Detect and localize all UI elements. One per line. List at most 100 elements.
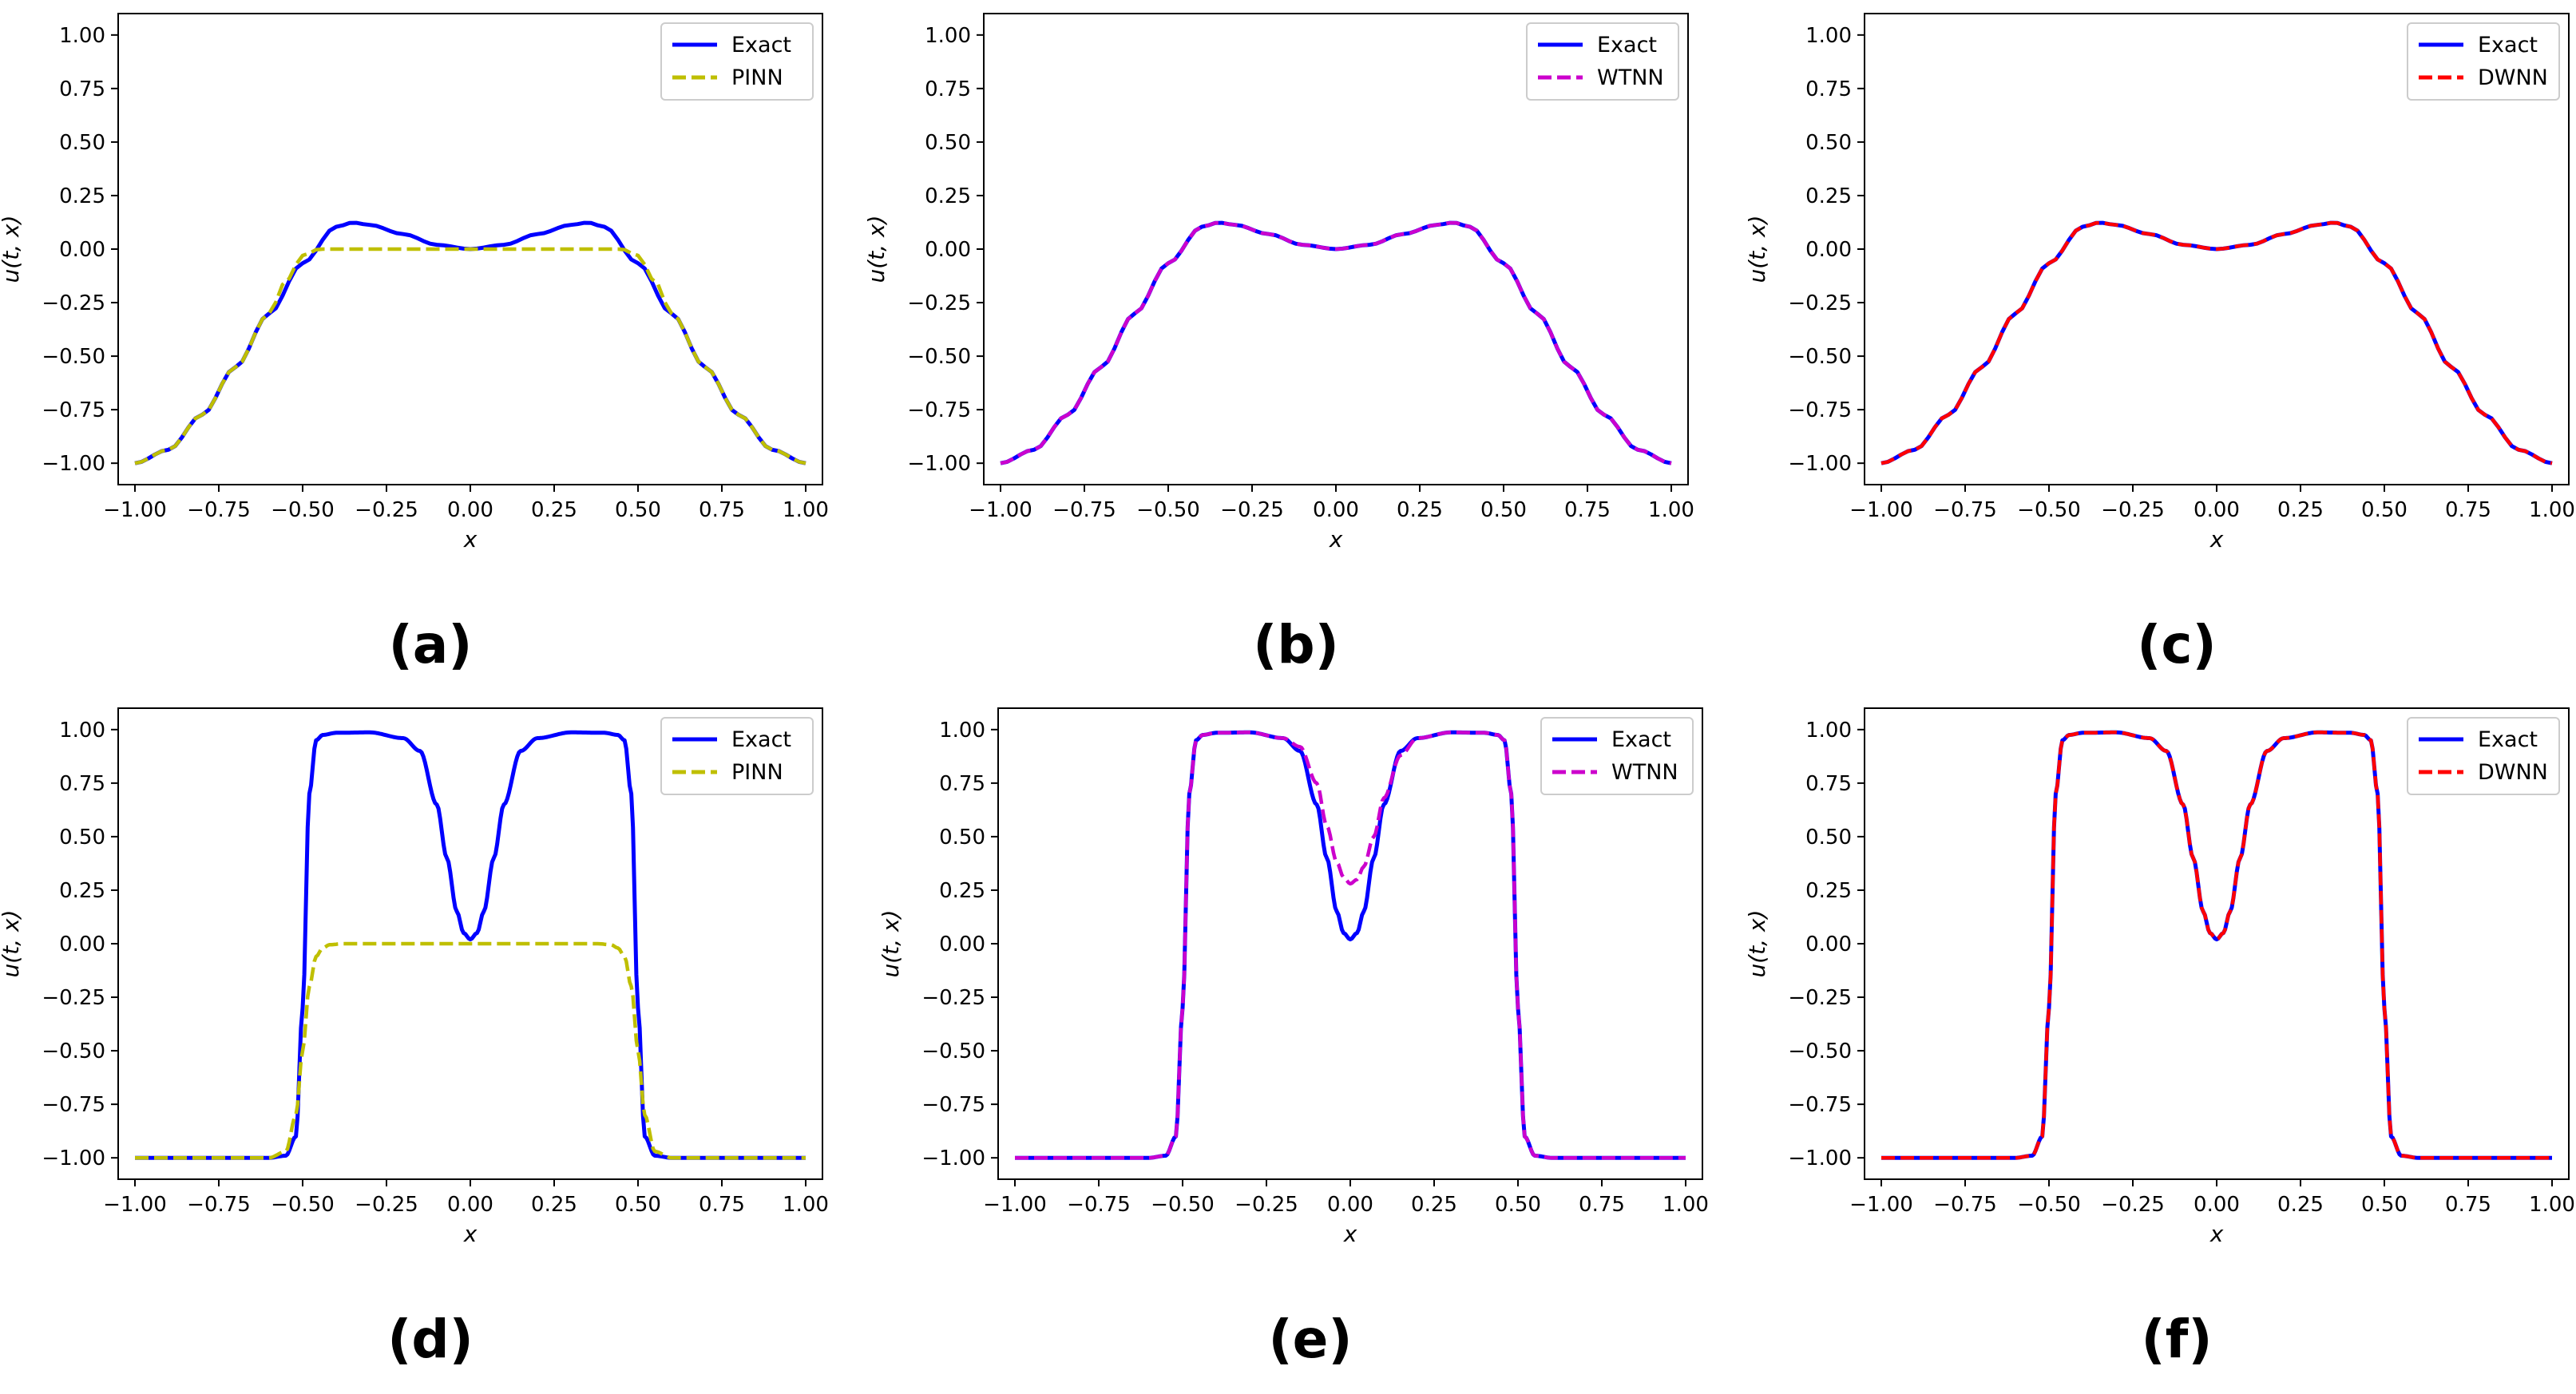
x-tick-label: 0.00 xyxy=(1313,498,1359,522)
y-tick-label: 1.00 xyxy=(1805,719,1852,743)
legend-label-dwnn: DWNN xyxy=(2478,65,2548,90)
y-tick-label: −0.50 xyxy=(1788,1040,1852,1063)
y-tick-label: 0.25 xyxy=(1805,879,1852,903)
x-tick-label: 0.75 xyxy=(699,498,745,522)
y-tick-label: 0.25 xyxy=(939,879,985,903)
x-tick-label: −0.25 xyxy=(2101,498,2165,522)
x-tick-label: 1.00 xyxy=(783,498,829,522)
y-axis-label: u(t, x) xyxy=(0,910,24,978)
x-tick-label: 0.00 xyxy=(2194,498,2240,522)
x-tick-label: −1.00 xyxy=(1849,1193,1913,1217)
y-tick-label: 0.25 xyxy=(59,879,105,903)
x-tick-label: −0.50 xyxy=(271,498,335,522)
y-axis-label: u(t, x) xyxy=(878,910,904,978)
y-tick-label: 0.75 xyxy=(59,772,105,796)
legend-label-exact: Exact xyxy=(731,33,791,57)
y-axis-label: u(t, x) xyxy=(1744,216,1770,283)
y-tick-label: 0.50 xyxy=(59,131,105,155)
x-tick-label: 1.00 xyxy=(1648,498,1694,522)
legend-box xyxy=(660,717,814,795)
x-tick-label: 0.50 xyxy=(1495,1193,1541,1217)
x-tick-label: −0.75 xyxy=(1933,1193,1997,1217)
x-axis-label: x xyxy=(463,526,478,552)
y-tick-label: 0.00 xyxy=(1805,933,1852,956)
y-axis-label: u(t, x) xyxy=(1744,910,1770,978)
y-tick-label: 0.00 xyxy=(925,238,971,262)
legend: Exact PINN xyxy=(660,717,814,795)
x-tick-label: 0.25 xyxy=(531,1193,577,1217)
y-tick-label: 0.50 xyxy=(1805,131,1852,155)
x-tick-label: 0.25 xyxy=(2277,498,2324,522)
legend-label-pinn: PINN xyxy=(731,760,783,785)
y-tick-label: 0.25 xyxy=(1805,184,1852,208)
y-tick-label: −0.50 xyxy=(907,345,971,369)
y-tick-label: −0.25 xyxy=(1788,291,1852,315)
y-axis-label: u(t, x) xyxy=(863,216,890,283)
panel-label: (b) xyxy=(1253,614,1339,675)
y-tick-label: −0.25 xyxy=(907,291,971,315)
x-tick-label: −1.00 xyxy=(1849,498,1913,522)
x-tick-label: −0.75 xyxy=(1052,498,1116,522)
x-tick-label: 0.25 xyxy=(1411,1193,1457,1217)
x-axis-label: x xyxy=(1329,526,1343,552)
y-tick-label: 0.00 xyxy=(939,933,985,956)
y-tick-label: −1.00 xyxy=(1788,452,1852,476)
x-tick-label: 0.75 xyxy=(1579,1193,1625,1217)
legend-box xyxy=(2407,22,2560,101)
legend-box xyxy=(1526,22,1679,101)
y-tick-label: 1.00 xyxy=(939,719,985,743)
y-tick-label: −0.25 xyxy=(42,986,105,1010)
x-tick-label: −0.25 xyxy=(1220,498,1284,522)
y-tick-label: 0.50 xyxy=(1805,826,1852,849)
y-tick-label: −0.75 xyxy=(1788,1093,1852,1117)
x-tick-label: 0.00 xyxy=(1327,1193,1373,1217)
legend: Exact DWNN xyxy=(2407,717,2560,795)
legend-box xyxy=(660,22,814,101)
x-tick-label: −0.75 xyxy=(187,1193,251,1217)
y-tick-label: −0.75 xyxy=(42,1093,105,1117)
legend-label-exact: Exact xyxy=(2478,33,2538,57)
x-tick-label: 1.00 xyxy=(1663,1193,1709,1217)
x-tick-label: 0.00 xyxy=(447,498,493,522)
panel-label: (f) xyxy=(2141,1309,2212,1370)
panel-label: (a) xyxy=(389,614,473,675)
x-tick-label: −0.50 xyxy=(2017,1193,2081,1217)
y-tick-label: 1.00 xyxy=(59,719,105,743)
panel-label: (e) xyxy=(1268,1309,1352,1370)
y-tick-label: −1.00 xyxy=(907,452,971,476)
x-tick-label: 0.75 xyxy=(699,1193,745,1217)
x-axis-label: x xyxy=(1343,1221,1357,1247)
series-line-dwnn xyxy=(1880,220,2553,465)
y-tick-label: −1.00 xyxy=(42,452,105,476)
x-tick-label: −0.25 xyxy=(1234,1193,1298,1217)
x-tick-label: −0.50 xyxy=(1136,498,1200,522)
y-tick-label: −0.50 xyxy=(42,1040,105,1063)
x-tick-label: −0.25 xyxy=(2101,1193,2165,1217)
y-tick-label: −0.75 xyxy=(42,398,105,422)
y-tick-label: 0.50 xyxy=(59,826,105,849)
x-tick-label: 0.75 xyxy=(2445,498,2491,522)
x-tick-label: 0.50 xyxy=(2361,498,2408,522)
legend-label-exact: Exact xyxy=(1611,727,1671,752)
x-tick-label: 0.25 xyxy=(1397,498,1443,522)
series-line-pinn xyxy=(134,941,806,1160)
y-tick-label: −1.00 xyxy=(42,1146,105,1170)
y-tick-label: 0.75 xyxy=(1805,772,1852,796)
x-tick-label: −0.75 xyxy=(1933,498,1997,522)
x-tick-label: −0.75 xyxy=(187,498,251,522)
y-tick-label: 0.00 xyxy=(59,238,105,262)
y-tick-label: 0.75 xyxy=(1805,77,1852,101)
y-tick-label: 0.75 xyxy=(939,772,985,796)
y-tick-label: −1.00 xyxy=(921,1146,985,1170)
x-tick-label: 0.75 xyxy=(2445,1193,2491,1217)
y-tick-label: −1.00 xyxy=(1788,1146,1852,1170)
chart-panel-c: −1.00 −0.75 −0.50 −0.25 0.00 0.25 0.50 0.75 1.00… xyxy=(1744,13,2575,675)
panel-label: (c) xyxy=(2137,614,2216,675)
x-tick-label: 1.00 xyxy=(2529,498,2575,522)
legend-label-exact: Exact xyxy=(1597,33,1657,57)
series-line-exact xyxy=(1880,730,2553,1160)
y-tick-label: −0.50 xyxy=(42,345,105,369)
y-tick-label: 0.75 xyxy=(59,77,105,101)
series-line-exact xyxy=(1014,730,1686,1160)
